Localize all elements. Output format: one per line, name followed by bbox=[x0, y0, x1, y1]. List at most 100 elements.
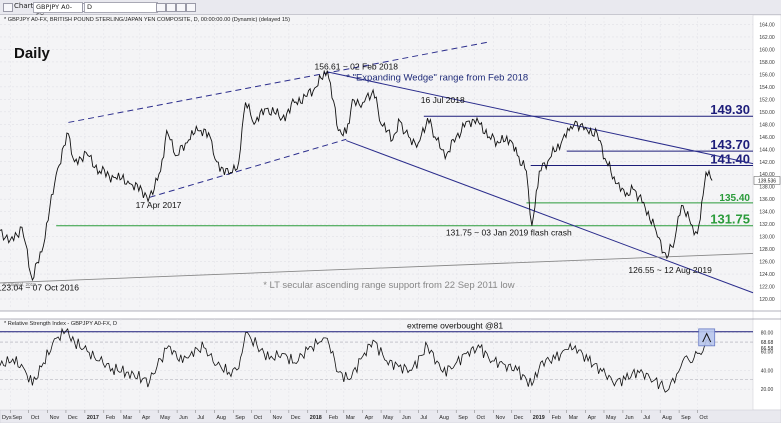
y-tick-label: 152.00 bbox=[759, 97, 775, 103]
x-tick-label: Mar bbox=[123, 415, 132, 421]
compare-icon[interactable] bbox=[156, 3, 166, 12]
x-tick-label: Jun bbox=[179, 415, 188, 421]
x-tick-label: Feb bbox=[552, 415, 561, 421]
annotation-3: 17 Apr 2017 bbox=[136, 200, 182, 210]
x-tick-label: Dec bbox=[291, 415, 301, 421]
trend-line-wedge-lower-solid bbox=[346, 140, 754, 294]
annotation-1: * "Expanding Wedge" range from Feb 2018 bbox=[346, 73, 528, 84]
y-tick-label: 158.00 bbox=[759, 60, 775, 66]
x-tick-label: 2019 bbox=[533, 415, 545, 421]
x-tick-label: Mar bbox=[569, 415, 578, 421]
chart-title: * GBPJPY A0-FX, BRITISH POUND STERLING/J… bbox=[4, 17, 290, 23]
price-line bbox=[0, 69, 713, 282]
x-axis-start-label: Dys bbox=[2, 415, 12, 421]
y-tick-label: 164.00 bbox=[759, 22, 775, 28]
x-tick-label: Jul bbox=[643, 415, 650, 421]
x-tick-label: Nov bbox=[495, 415, 505, 421]
y-tick-label: 144.00 bbox=[759, 147, 775, 153]
x-tick-label: Dec bbox=[68, 415, 78, 421]
x-tick-label: Mar bbox=[346, 415, 355, 421]
x-tick-label: Jul bbox=[197, 415, 204, 421]
chart-tab-label[interactable]: Chart bbox=[14, 2, 34, 10]
overbought-annotation: extreme overbought @81 bbox=[407, 321, 503, 331]
x-tick-label: Apr bbox=[142, 415, 151, 421]
level-label: 131.75 bbox=[710, 212, 750, 227]
drawing-tools-icon[interactable] bbox=[166, 3, 176, 12]
y-tick-label: 124.00 bbox=[759, 272, 775, 278]
level-label: 149.30 bbox=[710, 102, 750, 117]
timeframe-label: Daily bbox=[14, 45, 51, 62]
x-tick-label: Feb bbox=[329, 415, 338, 421]
x-tick-label: Oct bbox=[699, 415, 708, 421]
template-icon[interactable] bbox=[186, 3, 196, 12]
x-tick-label: Oct bbox=[254, 415, 263, 421]
x-tick-label: May bbox=[606, 415, 616, 421]
x-tick-label: Sep bbox=[235, 415, 245, 421]
x-tick-label: Jun bbox=[625, 415, 634, 421]
chart-icon[interactable] bbox=[3, 3, 13, 12]
x-tick-label: Nov bbox=[50, 415, 60, 421]
annotation-2: 16 Jul 2018 bbox=[421, 95, 465, 105]
trend-line-wedge-lower bbox=[149, 138, 347, 198]
x-tick-label: 2018 bbox=[310, 415, 322, 421]
y-tick-label: 148.00 bbox=[759, 122, 775, 128]
x-tick-label: 2017 bbox=[87, 415, 99, 421]
rsi-y-tick-label: 80.00 bbox=[761, 331, 774, 337]
y-tick-label: 160.00 bbox=[759, 47, 775, 53]
y-tick-label: 122.00 bbox=[759, 285, 775, 291]
overbought-highlight-box bbox=[698, 328, 716, 347]
y-tick-label: 130.00 bbox=[759, 235, 775, 241]
rsi-right-label: 68.68 bbox=[761, 340, 774, 346]
y-tick-label: 128.00 bbox=[759, 247, 775, 253]
annotation-6: 123.04 ~ 07 Oct 2016 bbox=[0, 282, 79, 292]
trend-line-wedge-upper-solid bbox=[327, 71, 754, 165]
y-tick-label: 150.00 bbox=[759, 110, 775, 116]
attribution: © eSignal, 2019 bbox=[3, 281, 36, 287]
x-tick-label: Aug bbox=[216, 415, 226, 421]
x-tick-label: Aug bbox=[662, 415, 672, 421]
rsi-line bbox=[0, 327, 713, 393]
level-label: 143.70 bbox=[710, 137, 750, 152]
x-tick-label: Oct bbox=[31, 415, 40, 421]
trend-line-secular-support bbox=[0, 253, 754, 284]
y-tick-label: 146.00 bbox=[759, 135, 775, 141]
trend-line-wedge-upper bbox=[68, 41, 490, 123]
y-tick-label: 154.00 bbox=[759, 85, 775, 91]
y-tick-label: 140.00 bbox=[759, 172, 775, 178]
level-label: 135.40 bbox=[719, 193, 750, 204]
annotation-5: 126.55 ~ 12 Aug 2019 bbox=[628, 265, 712, 275]
rsi-y-tick-label: 20.00 bbox=[761, 387, 774, 393]
x-tick-label: Jul bbox=[420, 415, 427, 421]
rsi-panel bbox=[0, 319, 753, 410]
annotation-0: 156.61 ~ 02 Feb 2018 bbox=[315, 61, 399, 71]
price-tag-box bbox=[753, 176, 781, 185]
rsi-title: * Relative Strength Index - GBPJPY A0-FX… bbox=[4, 321, 117, 327]
x-tick-label: Sep bbox=[12, 415, 22, 421]
x-tick-label: Apr bbox=[588, 415, 597, 421]
overbought-caret bbox=[702, 332, 712, 343]
rsi-y-tick-label: 60.00 bbox=[761, 349, 774, 355]
x-tick-label: May bbox=[160, 415, 170, 421]
indicator-icon[interactable] bbox=[176, 3, 186, 12]
y-tick-label: 156.00 bbox=[759, 72, 775, 78]
x-tick-label: Feb bbox=[106, 415, 115, 421]
y-tick-label: 134.00 bbox=[759, 210, 775, 216]
y-tick-label: 120.00 bbox=[759, 297, 775, 303]
y-tick-label: 126.00 bbox=[759, 260, 775, 266]
rsi-right-label: 66.58 bbox=[761, 346, 774, 352]
chart-toolbar: Chart GBPJPY A0-FX D bbox=[0, 0, 781, 20]
x-tick-label: Sep bbox=[681, 415, 691, 421]
x-tick-label: Oct bbox=[477, 415, 486, 421]
x-tick-label: May bbox=[383, 415, 393, 421]
y-tick-label: 136.00 bbox=[759, 197, 775, 203]
x-tick-label: Dec bbox=[514, 415, 524, 421]
x-tick-label: Aug bbox=[439, 415, 449, 421]
x-tick-label: Apr bbox=[365, 415, 374, 421]
x-tick-label: Nov bbox=[273, 415, 283, 421]
x-tick-label: Sep bbox=[458, 415, 468, 421]
rsi-y-tick-label: 40.00 bbox=[761, 368, 774, 374]
annotation-7: * LT secular ascending range support fro… bbox=[263, 280, 515, 291]
y-tick-label: 162.00 bbox=[759, 35, 775, 41]
y-tick-label: 142.00 bbox=[759, 160, 775, 166]
